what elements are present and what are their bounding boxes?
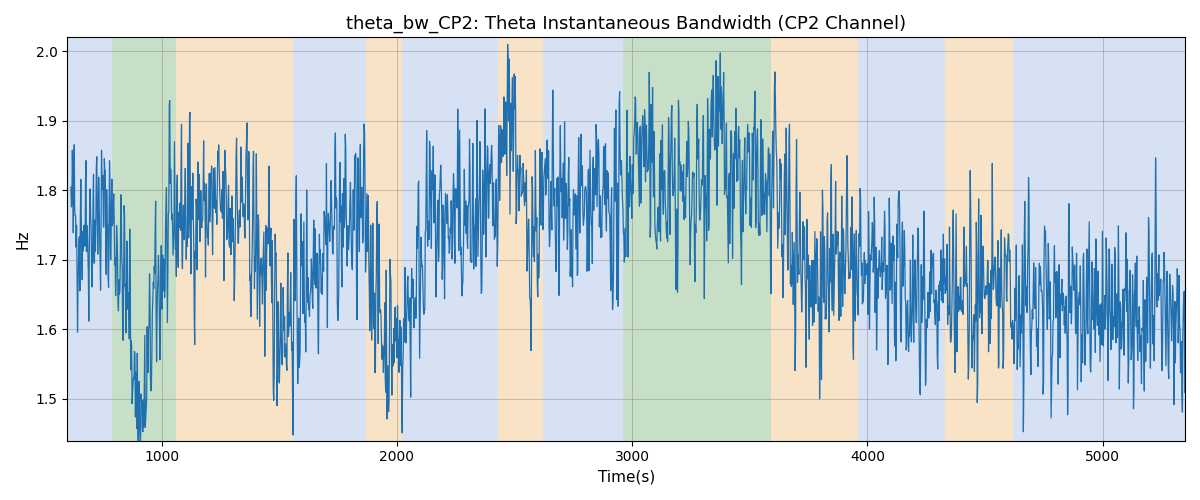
Bar bbox=[770, 38, 858, 440]
Bar bbox=[1013, 38, 1184, 440]
Bar bbox=[623, 38, 770, 440]
Bar bbox=[175, 38, 293, 440]
Y-axis label: Hz: Hz bbox=[16, 230, 30, 249]
Bar bbox=[946, 38, 1013, 440]
X-axis label: Time(s): Time(s) bbox=[598, 470, 655, 485]
Bar bbox=[366, 38, 402, 440]
Bar bbox=[498, 38, 542, 440]
Title: theta_bw_CP2: Theta Instantaneous Bandwidth (CP2 Channel): theta_bw_CP2: Theta Instantaneous Bandwi… bbox=[346, 15, 906, 34]
Bar bbox=[67, 38, 112, 440]
Bar bbox=[402, 38, 498, 440]
Bar bbox=[293, 38, 366, 440]
Bar bbox=[112, 38, 175, 440]
Bar bbox=[858, 38, 946, 440]
Bar bbox=[542, 38, 623, 440]
